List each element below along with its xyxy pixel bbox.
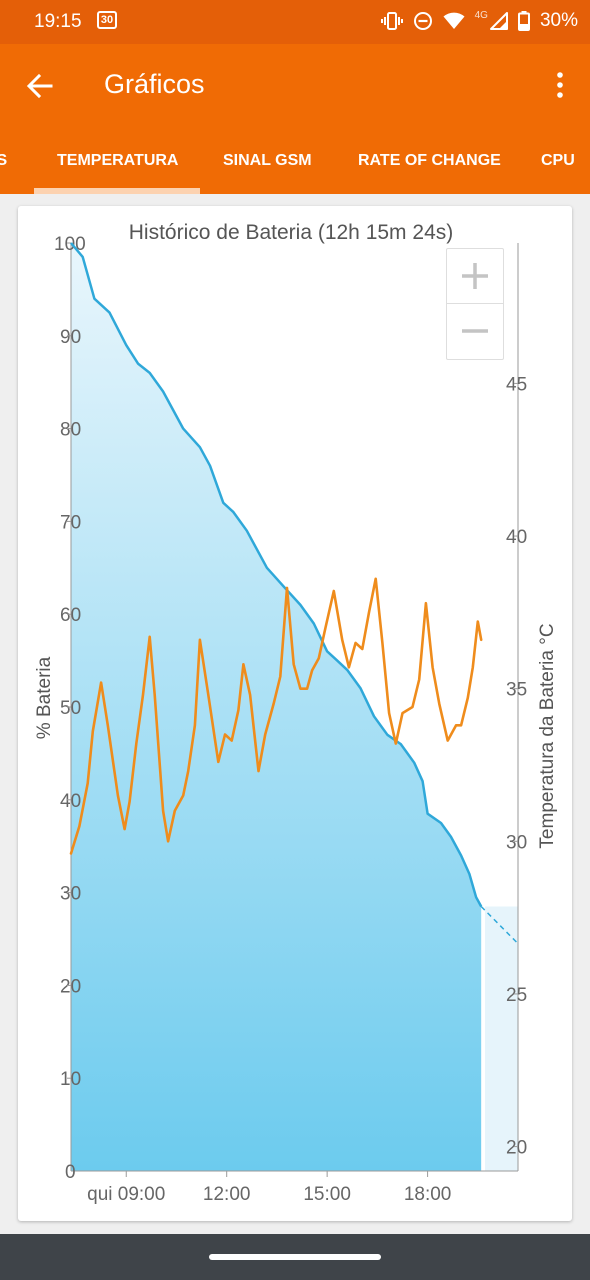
- y-tick-label: 60: [60, 605, 81, 626]
- battery-level-line: [70, 242, 483, 908]
- y2-tick-label: 25: [506, 985, 527, 1006]
- battery-history-chart[interactable]: Histórico de Bateria (12h 15m 24s) 0 10 20…: [18, 206, 572, 1221]
- y-tick-label: 40: [60, 791, 81, 812]
- calendar-notification-icon: 30: [97, 11, 117, 29]
- app-bar: Gráficos OS TEMPERATURA SINAL GSM RATE O…: [0, 44, 590, 194]
- battery-percentage: 30%: [539, 10, 578, 31]
- x-tick-label: qui 09:00: [87, 1184, 165, 1205]
- y2-tick-label: 30: [506, 832, 527, 853]
- temperature-line: [69, 577, 483, 855]
- active-tab-indicator: [34, 188, 200, 194]
- x-tick-label: 18:00: [404, 1184, 452, 1205]
- tab-sinal-gsm[interactable]: SINAL GSM: [223, 152, 312, 169]
- y-tick-label: 80: [60, 420, 81, 441]
- home-gesture-handle[interactable]: [209, 1254, 381, 1260]
- battery-icon: [517, 11, 530, 31]
- minus-icon: [462, 329, 488, 333]
- wifi-icon: [443, 12, 465, 29]
- network-type-label: 4G: [474, 9, 488, 21]
- y2-tick-label: 20: [506, 1138, 527, 1159]
- y2-axis-label: Temperatura da Bateria °C: [537, 623, 558, 848]
- tab-cpu[interactable]: CPU: [541, 152, 575, 169]
- y-tick-label: 70: [60, 512, 81, 533]
- battery-area-fill: [71, 243, 482, 1171]
- tab-temperatura[interactable]: TEMPERATURA: [57, 152, 179, 169]
- y-tick-label: 30: [60, 884, 81, 905]
- y-tick-label: 50: [60, 698, 81, 719]
- y2-tick-label: 45: [506, 374, 527, 395]
- x-tick-label: 15:00: [303, 1184, 351, 1205]
- chart-card: Histórico de Bateria (12h 15m 24s) 0 10 20…: [18, 206, 572, 1221]
- do-not-disturb-icon: [413, 12, 432, 30]
- more-options-icon[interactable]: [548, 70, 572, 100]
- zoom-controls: [446, 248, 504, 360]
- zoom-out-button[interactable]: [447, 304, 503, 358]
- system-navigation-bar: [0, 1234, 590, 1280]
- cell-signal-icon: [489, 12, 508, 30]
- y-tick-label: 0: [65, 1162, 76, 1183]
- y2-tick-label: 40: [506, 527, 527, 548]
- y-tick-label: 90: [60, 327, 81, 348]
- status-time: 19:15: [34, 11, 82, 32]
- vibrate-icon: [380, 12, 403, 30]
- x-tick-label: 12:00: [203, 1184, 251, 1205]
- y2-tick-label: 35: [506, 680, 527, 701]
- page-title: Gráficos: [104, 69, 205, 99]
- status-icons: 4G 30%: [380, 9, 578, 32]
- back-arrow-icon[interactable]: [22, 68, 58, 104]
- plus-icon: [462, 263, 488, 289]
- y-tick-label: 10: [60, 1069, 81, 1090]
- y-axis-label: % Bateria: [34, 656, 55, 739]
- tab-bar: OS TEMPERATURA SINAL GSM RATE OF CHANGE …: [0, 146, 590, 194]
- zoom-in-button[interactable]: [447, 249, 503, 304]
- forecast-area: [485, 906, 518, 1171]
- tab-rate-of-change[interactable]: RATE OF CHANGE: [358, 152, 501, 169]
- y-tick-label: 100: [54, 234, 86, 255]
- y-tick-label: 20: [60, 976, 81, 997]
- tab-os[interactable]: OS: [0, 152, 8, 169]
- status-bar: 19:15 30 4G 30%: [0, 0, 590, 44]
- chart-title: Histórico de Bateria (12h 15m 24s): [129, 221, 454, 244]
